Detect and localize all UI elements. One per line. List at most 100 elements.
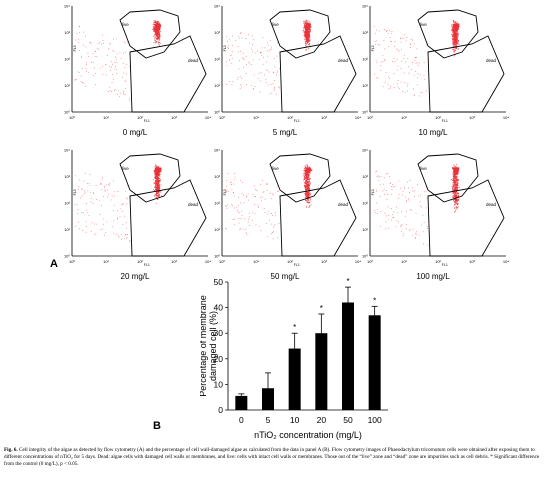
flow-plot-3: 10⁰ 10⁰ 10¹ 10¹ 10² 10² 10³ 10³ 10⁴ 10⁴ FL1 FL3 live… — [60, 148, 212, 282]
flow-y-axis-label: FL3 — [371, 189, 375, 195]
bar-20 — [315, 333, 328, 410]
significance-star: * — [320, 304, 323, 313]
figure-caption: Fig. 6. Cell integrity of the algae as d… — [4, 447, 550, 468]
live-zone-label: live — [272, 166, 279, 171]
y-tick-label: 10³ — [362, 30, 368, 35]
x-tick-label: 10⁴ — [355, 115, 361, 120]
error-bar-5 — [265, 372, 271, 389]
y-tick-label: 40 — [214, 303, 224, 313]
y-tick-label: 10² — [64, 201, 70, 206]
y-tick-label: 10³ — [64, 174, 70, 179]
live-gate — [417, 9, 479, 59]
flow-x-axis-label: FL1 — [144, 263, 150, 267]
y-tick-label: 10¹ — [214, 83, 220, 88]
concentration-label: 10 mg/L — [418, 128, 448, 137]
x-tick-label: 10³ — [469, 115, 475, 120]
y-tick-label: 10² — [214, 201, 220, 206]
x-tick-label: 10² — [435, 115, 441, 120]
flow-plot-2: 10⁰ 10⁰ 10¹ 10¹ 10² 10² 10³ 10³ 10⁴ 10⁴ FL1 FL3 live… — [358, 4, 510, 138]
concentration-label: 0 mg/L — [122, 128, 148, 137]
y-tick-label: 50 — [214, 277, 224, 287]
scatter-points — [226, 19, 312, 95]
y-tick-label: 10⁴ — [64, 4, 70, 9]
y-tick-label: 10⁰ — [64, 254, 70, 259]
y-tick-label: 10⁰ — [214, 254, 220, 259]
error-bar-50 — [345, 286, 351, 303]
x-tick-label: 10² — [137, 259, 143, 264]
x-tick-label: 10¹ — [253, 115, 259, 120]
y-tick-label: 10 — [214, 379, 224, 389]
error-bar-100 — [371, 305, 378, 316]
y-tick-label: 10³ — [64, 30, 70, 35]
error-bar-20 — [318, 313, 325, 334]
x-tick-label: 10³ — [171, 115, 177, 120]
x-tick-label: 10⁴ — [205, 115, 211, 120]
flow-y-axis-label: FL3 — [223, 189, 227, 195]
live-gate — [269, 153, 331, 203]
live-zone-label: live — [420, 22, 427, 27]
x-tick-label: 10³ — [469, 259, 475, 264]
y-tick-label: 10⁰ — [362, 254, 368, 259]
bar-100 — [368, 315, 381, 410]
live-gate — [269, 9, 331, 59]
x-tick-label: 10² — [137, 115, 143, 120]
flow-plot-4: 10⁰ 10⁰ 10¹ 10¹ 10² 10² 10³ 10³ 10⁴ 10⁴ FL1 FL3 live… — [210, 148, 362, 282]
dead-zone-label: dead — [188, 202, 199, 207]
x-tick-label: 10⁰ — [69, 115, 75, 120]
flow-plot-1: 10⁰ 10⁰ 10¹ 10¹ 10² 10² 10³ 10³ 10⁴ 10⁴ FL1 FL3 live… — [210, 4, 362, 138]
y-tick-label: 10³ — [214, 174, 220, 179]
y-axis-label-line1: Percentage of membrane — [200, 295, 208, 397]
significance-star: * — [373, 296, 376, 305]
y-tick-label: 10¹ — [362, 83, 368, 88]
x-tick-label: 10⁰ — [219, 115, 225, 120]
y-tick-label: 10⁴ — [214, 4, 220, 9]
bar-axes — [225, 281, 388, 411]
y-tick-label: 20 — [214, 354, 224, 364]
live-zone-label: live — [420, 166, 427, 171]
x-tick-label: 100 — [368, 415, 382, 425]
x-tick-label: 10⁴ — [503, 115, 509, 120]
flow-x-axis-label: FL1 — [442, 119, 448, 123]
bar-5 — [262, 388, 274, 410]
live-zone-label: live — [122, 166, 129, 171]
y-tick-label: 30 — [214, 328, 224, 338]
dead-zone-label: dead — [486, 202, 497, 207]
flow-y-axis-label: FL3 — [73, 189, 77, 195]
y-axis-label-line2: damaged cell (%) — [208, 311, 218, 381]
x-tick-label: 10¹ — [103, 259, 109, 264]
x-tick-label: 10⁴ — [503, 259, 509, 264]
y-tick-label: 10⁰ — [64, 110, 70, 115]
x-tick-label: 10² — [287, 259, 293, 264]
dead-gate — [129, 35, 207, 113]
x-tick-label: 10⁴ — [205, 259, 211, 264]
y-tick-label: 10⁰ — [214, 110, 220, 115]
bar-50 — [342, 302, 354, 410]
membrane-damage-bar-chart: 0 10 20 30 40 50 0 5 10 * 20 * 50 * 100 * nTiO₂ concentr… — [200, 277, 388, 440]
flow-y-axis-label: FL3 — [73, 45, 77, 51]
bar-0 — [235, 395, 248, 410]
y-tick-label: 10⁴ — [362, 148, 368, 153]
y-tick-label: 10² — [362, 201, 368, 206]
y-tick-label: 10² — [362, 57, 368, 62]
error-bar-0 — [238, 393, 245, 396]
x-tick-label: 10³ — [321, 115, 327, 120]
flow-x-axis-label: FL1 — [442, 263, 448, 267]
x-axis-label: nTiO₂ concentration (mg/L) — [254, 430, 362, 440]
x-tick-label: 5 — [266, 415, 271, 425]
live-gate — [119, 153, 181, 203]
live-gate — [119, 9, 181, 59]
concentration-label: 100 mg/L — [416, 272, 450, 281]
dead-zone-label: dead — [338, 58, 349, 63]
concentration-label: 5 mg/L — [272, 128, 298, 137]
y-tick-label: 10³ — [214, 30, 220, 35]
x-tick-label: 10¹ — [401, 115, 407, 120]
error-bar-10 — [291, 332, 298, 349]
y-tick-label: 10³ — [362, 174, 368, 179]
x-tick-label: 10 — [290, 415, 300, 425]
y-tick-label: 0 — [218, 405, 223, 415]
dead-zone-label: dead — [188, 58, 199, 63]
dead-zone-label: dead — [338, 202, 349, 207]
flow-x-axis-label: FL1 — [294, 263, 300, 267]
flow-plot-5: 10⁰ 10⁰ 10¹ 10¹ 10² 10² 10³ 10³ 10⁴ 10⁴ FL1 FL3 live… — [358, 148, 510, 282]
panel-a-label: A — [50, 258, 58, 270]
